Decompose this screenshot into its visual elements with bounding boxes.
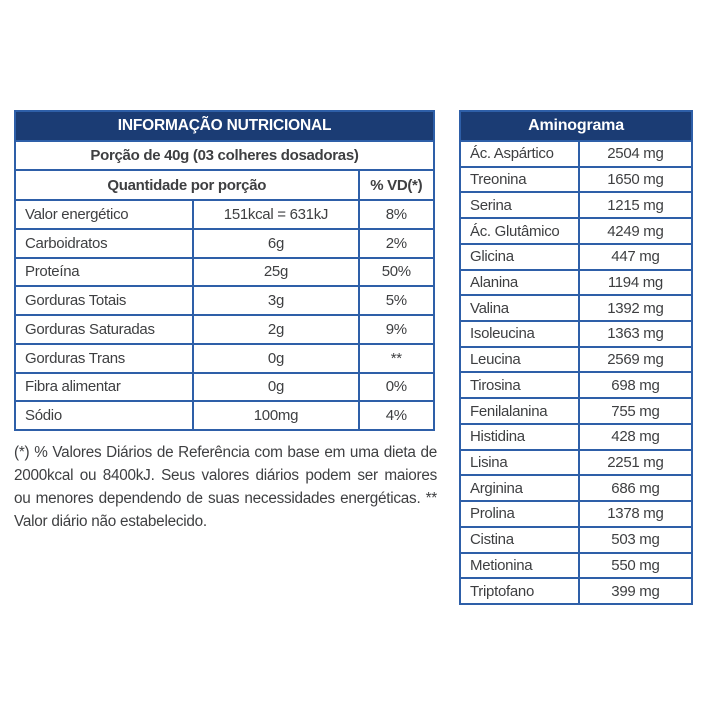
amino-value: 503 mg bbox=[577, 527, 691, 552]
nutrient-value: 0g bbox=[192, 344, 357, 372]
table-row-gorduras-totais: Gorduras Totais 3g 5% bbox=[16, 285, 433, 314]
table-row-isoleucina: Isoleucina 1363 mg bbox=[461, 320, 691, 346]
amino-value: 2569 mg bbox=[577, 347, 691, 372]
nutrient-value: 151kcal = 631kJ bbox=[192, 201, 357, 228]
daily-values-footnote: (*) % Valores Diários de Referência com … bbox=[14, 444, 437, 530]
amino-label: Ác. Glutâmico bbox=[470, 222, 560, 240]
amino-label: Isoleucina bbox=[470, 325, 535, 343]
amino-value: 2251 mg bbox=[577, 450, 691, 475]
table-row-proteina: Proteína 25g 50% bbox=[16, 256, 433, 286]
nutrient-vd: 4% bbox=[357, 402, 433, 429]
table-row-sodio: Sódio 100mg 4% bbox=[16, 400, 433, 429]
nutrient-value: 100mg bbox=[192, 402, 357, 429]
quantity-column-header: Quantidade por porção bbox=[107, 176, 267, 194]
column-header-row: Quantidade por porção % VD(*) bbox=[16, 169, 433, 199]
table-row-alanina: Alanina 1194 mg bbox=[461, 268, 691, 295]
amino-label: Tirosina bbox=[470, 376, 521, 394]
nutrient-label: Sódio bbox=[25, 407, 62, 425]
table-row-prolina: Prolina 1378 mg bbox=[461, 500, 691, 526]
nutrient-label: Gorduras Totais bbox=[25, 292, 127, 310]
amino-value: 428 mg bbox=[577, 424, 691, 449]
amino-value: 2504 mg bbox=[577, 142, 691, 166]
vd-column-header: % VD(*) bbox=[357, 171, 433, 199]
amino-label: Metionina bbox=[470, 556, 533, 574]
nutrient-label: Fibra alimentar bbox=[25, 378, 121, 396]
amino-label: Cistina bbox=[470, 531, 514, 549]
amino-label: Valina bbox=[470, 299, 509, 317]
amino-value: 1194 mg bbox=[577, 270, 691, 295]
nutrient-vd: 2% bbox=[357, 229, 433, 257]
amino-value: 4249 mg bbox=[577, 219, 691, 243]
amino-label: Triptofano bbox=[470, 582, 534, 600]
amino-label: Glicina bbox=[470, 248, 514, 266]
amino-label: Treonina bbox=[470, 171, 527, 189]
table-row-leucina: Leucina 2569 mg bbox=[461, 345, 691, 372]
table-row-gorduras-saturadas: Gorduras Saturadas 2g 9% bbox=[16, 314, 433, 343]
amino-value: 686 mg bbox=[577, 476, 691, 501]
nutrient-vd: 5% bbox=[357, 287, 433, 314]
table-row-cistina: Cistina 503 mg bbox=[461, 525, 691, 552]
table-row-tirosina: Tirosina 698 mg bbox=[461, 371, 691, 398]
amino-label: Arginina bbox=[470, 479, 523, 497]
table-row-lisina: Lisina 2251 mg bbox=[461, 448, 691, 475]
table-row-fibra-alimentar: Fibra alimentar 0g 0% bbox=[16, 371, 433, 401]
amino-value: 399 mg bbox=[577, 579, 691, 603]
table-row-gorduras-trans: Gorduras Trans 0g ** bbox=[16, 342, 433, 372]
nutrition-facts-table: INFORMAÇÃO NUTRICIONAL Porção de 40g (03… bbox=[14, 110, 435, 431]
amino-value: 1378 mg bbox=[577, 502, 691, 526]
table-row-ac-aspartico: Ác. Aspártico 2504 mg bbox=[461, 140, 691, 166]
table-row-ac-glutamico: Ác. Glutâmico 4249 mg bbox=[461, 217, 691, 243]
amino-label: Alanina bbox=[470, 273, 518, 291]
table-row-histidina: Histidina 428 mg bbox=[461, 422, 691, 449]
nutrient-label: Carboidratos bbox=[25, 234, 108, 252]
serving-size-row: Porção de 40g (03 colheres dosadoras) bbox=[16, 140, 433, 169]
amino-label: Lisina bbox=[470, 453, 508, 471]
amino-label: Fenilalanina bbox=[470, 402, 548, 420]
nutrient-vd: 0% bbox=[357, 373, 433, 401]
nutrient-label: Gorduras Saturadas bbox=[25, 320, 155, 338]
nutrient-vd: ** bbox=[357, 344, 433, 372]
nutrient-vd: 50% bbox=[357, 258, 433, 286]
aminogram-table-title: Aminograma bbox=[461, 112, 691, 140]
table-row-valor-energetico: Valor energético 151kcal = 631kJ 8% bbox=[16, 199, 433, 228]
table-row-fenilalanina: Fenilalanina 755 mg bbox=[461, 397, 691, 423]
amino-value: 755 mg bbox=[577, 399, 691, 423]
table-row-treonina: Treonina 1650 mg bbox=[461, 165, 691, 192]
amino-value: 1650 mg bbox=[577, 167, 691, 192]
table-row-valina: Valina 1392 mg bbox=[461, 294, 691, 321]
amino-label: Prolina bbox=[470, 505, 515, 523]
amino-value: 550 mg bbox=[577, 553, 691, 578]
table-row-metionina: Metionina 550 mg bbox=[461, 551, 691, 578]
amino-label: Leucina bbox=[470, 351, 521, 369]
amino-value: 1363 mg bbox=[577, 322, 691, 346]
nutrient-value: 6g bbox=[192, 229, 357, 257]
nutrition-table-title: INFORMAÇÃO NUTRICIONAL bbox=[16, 112, 433, 140]
amino-value: 698 mg bbox=[577, 373, 691, 398]
nutrient-value: 25g bbox=[192, 258, 357, 286]
amino-value: 1392 mg bbox=[577, 296, 691, 321]
table-row-triptofano: Triptofano 399 mg bbox=[461, 577, 691, 603]
nutrient-vd: 8% bbox=[357, 201, 433, 228]
table-row-carboidratos: Carboidratos 6g 2% bbox=[16, 227, 433, 257]
table-row-arginina: Arginina 686 mg bbox=[461, 474, 691, 501]
amino-label: Serina bbox=[470, 196, 512, 214]
nutrient-value: 3g bbox=[192, 287, 357, 314]
amino-value: 1215 mg bbox=[577, 193, 691, 218]
amino-value: 447 mg bbox=[577, 244, 691, 269]
aminogram-table: Aminograma Ác. Aspártico 2504 mg Treonin… bbox=[459, 110, 693, 605]
nutrient-value: 2g bbox=[192, 316, 357, 343]
nutrient-label: Proteína bbox=[25, 263, 80, 281]
nutrient-label: Gorduras Trans bbox=[25, 349, 126, 367]
table-row-glicina: Glicina 447 mg bbox=[461, 242, 691, 269]
amino-label: Ác. Aspártico bbox=[470, 145, 554, 163]
nutrient-vd: 9% bbox=[357, 316, 433, 343]
amino-label: Histidina bbox=[470, 428, 525, 446]
nutrient-label: Valor energético bbox=[25, 205, 129, 223]
nutrient-value: 0g bbox=[192, 373, 357, 401]
table-row-serina: Serina 1215 mg bbox=[461, 191, 691, 218]
